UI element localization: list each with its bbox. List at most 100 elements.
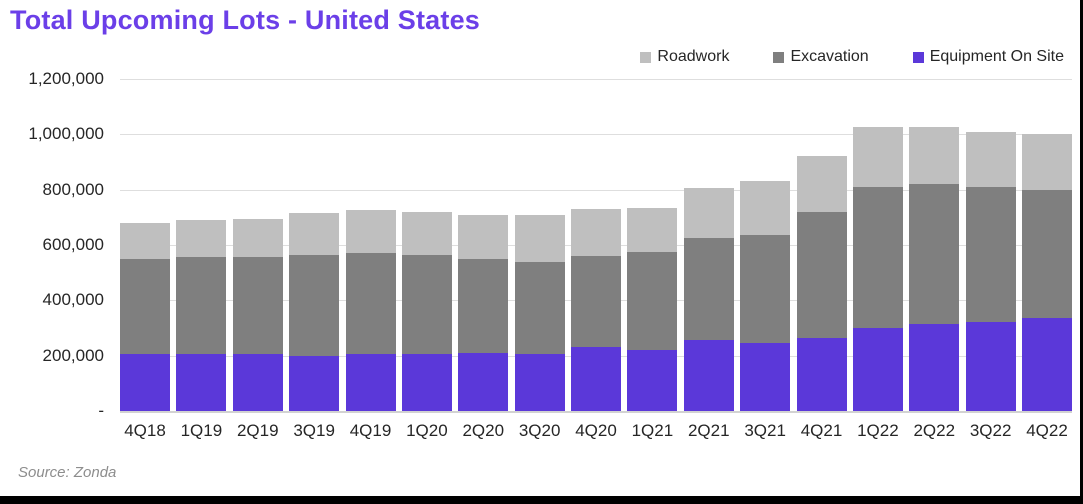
y-tick-label: 1,000,000 [28,124,104,144]
bar-column-1q20: 1Q20 [401,79,452,440]
legend-label: Excavation [790,48,869,65]
bar-segment-excavation [571,256,621,348]
x-tick-label: 2Q19 [236,421,279,440]
bar-segment-roadwork [345,210,396,254]
bar-segment-excavation [627,251,678,351]
bar-segment-equipment-on-site [176,354,227,411]
bar-column-1q21: 1Q21 [627,79,678,440]
bar-segment-equipment-on-site [345,354,396,411]
bar-segment-roadwork [232,218,283,258]
gridline [120,134,1072,136]
x-tick-label: 4Q21 [800,421,843,440]
legend-label: Roadwork [657,48,730,65]
bar-segment-equipment-on-site [627,350,678,411]
bar-segment-roadwork [740,181,791,236]
bar-segment-excavation [176,257,227,355]
bar-segment-equipment-on-site [401,354,452,411]
bar-column-4q18: 4Q18 [120,79,170,440]
x-tick-label: 3Q22 [969,421,1012,440]
bar-segment-equipment-on-site [1022,318,1072,411]
x-tick-label: 2Q21 [687,421,730,440]
bar-segment-excavation [514,261,565,355]
x-axis-baseline [120,411,1072,413]
bar-column-2q20: 2Q20 [458,79,509,440]
bar-segment-excavation [740,235,791,344]
x-tick-label: 2Q22 [913,421,956,440]
bar-segment-equipment-on-site [909,323,960,411]
bar-segment-excavation [965,186,1016,323]
bar-segment-excavation [796,211,847,338]
x-tick-label: 2Q20 [462,421,505,440]
legend-item: Excavation [773,48,869,66]
bar-column-3q21: 3Q21 [740,79,791,440]
bar-segment-roadwork [909,127,960,185]
bar-column-1q22: 1Q22 [852,79,903,440]
bar-segment-equipment-on-site [796,337,847,411]
legend-swatch-icon [912,51,924,63]
legend-item: Roadwork [640,48,729,66]
bar-segment-excavation [289,254,340,356]
bar-column-4q19: 4Q19 [345,79,396,440]
bar-segment-excavation [683,238,734,341]
x-tick-label: 3Q19 [293,421,335,440]
source-note: Source: Zonda [18,464,117,481]
bar-segment-roadwork [458,214,509,259]
bar-segment-roadwork [289,213,340,255]
bar-segment-equipment-on-site [571,347,621,411]
x-tick-label: 4Q22 [1026,421,1068,440]
bar-segment-roadwork [514,214,565,262]
y-axis: 1,200,000 1,000,000 800,000 600,000 400,000 2… [0,69,104,420]
bar-segment-equipment-on-site [965,322,1016,411]
x-tick-label: 1Q22 [857,421,899,440]
y-tick-label: 600,000 [42,235,104,254]
bar-segment-excavation [909,184,960,324]
bars: 4Q18 1Q19 2Q19 3Q19 4Q19 1Q20 2Q20 3Q20 4Q20 1Q21… [120,79,1072,440]
bar-segment-excavation [120,258,170,355]
bar-column-3q19: 3Q19 [289,79,340,440]
bar-segment-equipment-on-site [289,355,340,411]
bar-segment-roadwork [176,220,227,258]
bar-segment-roadwork [852,127,903,187]
x-tick-label: 4Q19 [349,421,392,440]
bar-segment-roadwork [401,211,452,255]
bar-segment-roadwork [796,156,847,212]
bar-segment-equipment-on-site [514,354,565,411]
bar-column-3q20: 3Q20 [514,79,565,440]
legend-label: Equipment On Site [929,48,1064,65]
bar-segment-excavation [401,254,452,355]
x-tick-label: 1Q19 [180,421,223,440]
bar-segment-equipment-on-site [683,340,734,411]
bar-column-2q22: 2Q22 [909,79,960,440]
bar-segment-equipment-on-site [852,328,903,411]
bar-segment-roadwork [571,209,621,257]
x-tick-label: 3Q20 [518,421,561,440]
y-tick-label: 800,000 [42,179,104,199]
bar-column-3q22: 3Q22 [965,79,1016,440]
bar-segment-excavation [852,186,903,328]
bar-column-2q19: 2Q19 [232,79,283,440]
legend-item: Equipment On Site [912,48,1064,66]
x-tick-label: 4Q20 [575,421,617,440]
bar-segment-roadwork [1022,134,1072,190]
bar-segment-roadwork [120,222,170,259]
bar-segment-equipment-on-site [740,343,791,411]
x-tick-label: 1Q21 [631,421,674,440]
bar-segment-equipment-on-site [120,354,170,411]
bar-segment-equipment-on-site [232,354,283,411]
x-tick-label: 1Q20 [406,421,448,440]
plot-area: 4Q18 1Q19 2Q19 3Q19 4Q19 1Q20 2Q20 3Q20 4Q20 1Q21… [120,79,1072,440]
bar-column-2q21: 2Q21 [683,79,734,440]
bar-segment-equipment-on-site [458,352,509,411]
bar-segment-roadwork [965,131,1016,187]
bar-segment-excavation [458,258,509,353]
x-tick-label: 3Q21 [744,421,786,440]
y-tick-label: 400,000 [42,290,104,310]
bar-segment-excavation [1022,189,1072,319]
legend: Roadwork Excavation Equipment On Site [640,48,1064,66]
gridline [120,79,1072,80]
y-tick-label: - [98,401,104,420]
bar-column-4q22: 4Q22 [1022,79,1072,440]
bar-segment-excavation [232,257,283,355]
bar-segment-roadwork [683,188,734,239]
